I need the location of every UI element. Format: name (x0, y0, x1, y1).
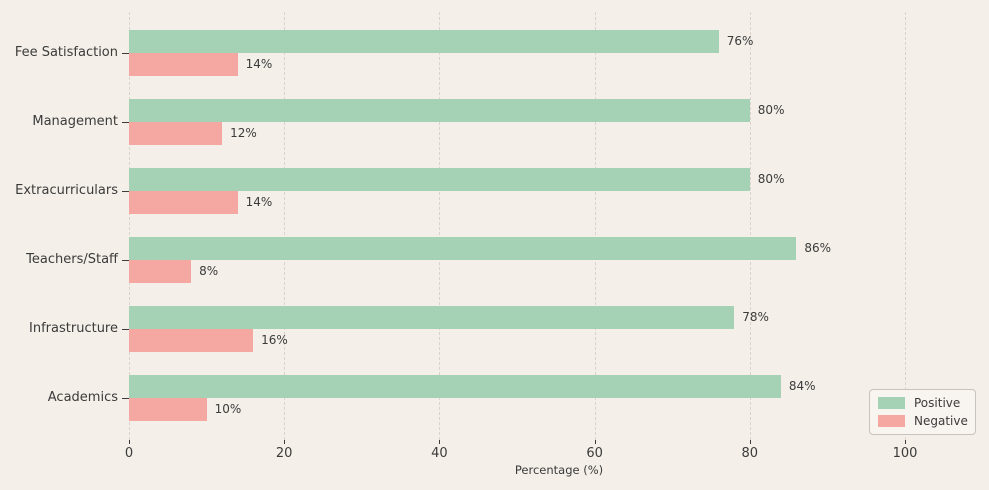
x-tick-80 (749, 440, 751, 444)
gridline-40 (439, 12, 441, 440)
legend-entry-positive: Positive (878, 397, 967, 409)
y-tick (122, 53, 129, 54)
x-tick-100 (905, 440, 906, 444)
category-label: Extracurriculars (15, 183, 118, 198)
legend-label-negative: Negative (914, 414, 968, 428)
x-tick-label-60: 60 (586, 446, 603, 461)
legend-entry-negative: Negative (878, 414, 968, 428)
x-tick-label-0: 0 (124, 446, 134, 461)
positive-value-label: 80% (757, 172, 785, 186)
positive-bar (129, 306, 735, 329)
gridline-20 (284, 12, 286, 440)
negative-value-label: 8% (199, 264, 219, 278)
category-label: Academics (47, 390, 118, 405)
y-tick (122, 191, 129, 192)
x-tick-0 (129, 440, 130, 444)
positive-value-label: 86% (804, 241, 832, 255)
positive-value-label: 84% (788, 379, 816, 393)
negative-bar (129, 398, 207, 421)
y-tick (122, 398, 129, 399)
y-tick (122, 260, 129, 261)
category-label: Infrastructure (29, 321, 118, 336)
x-tick-40 (439, 440, 441, 444)
gridline-0 (129, 12, 130, 440)
legend-swatch-positive-icon (878, 397, 905, 409)
negative-value-label: 10% (214, 402, 242, 416)
positive-bar (129, 30, 719, 53)
positive-bar (129, 168, 750, 191)
x-tick-label-100: 100 (892, 446, 918, 461)
category-label: Teachers/Staff (26, 252, 118, 267)
x-tick-20 (284, 440, 286, 444)
negative-bar (129, 260, 192, 283)
gridline-80 (749, 12, 751, 440)
category-label: Management (32, 114, 118, 129)
negative-bar (129, 329, 254, 352)
gridline-100 (905, 12, 906, 440)
x-tick-label-80: 80 (741, 446, 759, 461)
negative-bar (129, 122, 223, 145)
positive-bar (129, 375, 781, 398)
category-label: Fee Satisfaction (14, 45, 118, 60)
positive-bar (129, 237, 797, 260)
positive-value-label: 78% (742, 310, 769, 324)
positive-value-label: 76% (726, 34, 754, 48)
negative-bar (129, 191, 238, 214)
negative-value-label: 14% (245, 57, 273, 71)
negative-value-label: 12% (230, 126, 257, 140)
x-tick-label-40: 40 (431, 446, 448, 461)
x-tick-60 (594, 440, 596, 444)
negative-bar (129, 53, 238, 76)
y-tick (122, 329, 129, 330)
positive-bar (129, 99, 750, 122)
negative-value-label: 14% (245, 195, 273, 209)
y-tick (122, 122, 129, 123)
legend: Positive Negative (869, 389, 976, 435)
legend-label-positive: Positive (914, 396, 961, 410)
x-axis-label: Percentage (%) (514, 463, 604, 477)
negative-value-label: 16% (261, 333, 288, 347)
legend-swatch-negative-icon (878, 415, 905, 427)
gridline-60 (594, 12, 596, 440)
positive-value-label: 80% (757, 103, 785, 117)
x-tick-label-20: 20 (275, 446, 293, 461)
